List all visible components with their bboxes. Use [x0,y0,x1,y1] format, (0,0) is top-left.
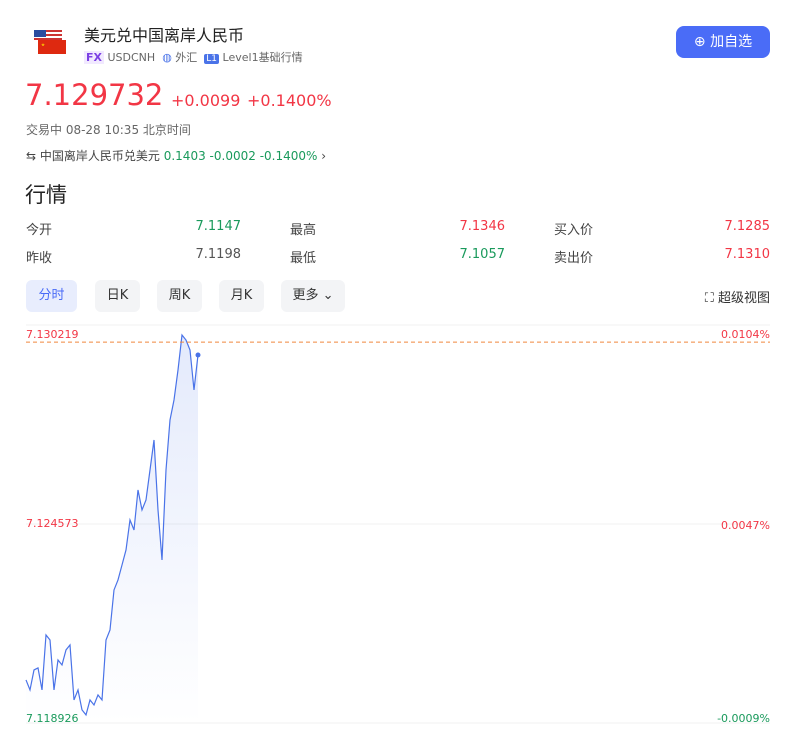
code: USDCNH [107,51,156,64]
stat-value: 7.1198 [195,247,242,262]
market: 外汇 [175,51,198,64]
title: 美元兑中国离岸人民币 [84,26,245,45]
super-view[interactable]: ⛶ 超级视图 [704,291,770,306]
tab[interactable]: 日K [95,280,140,312]
tab[interactable]: 更多 ⌄ [281,280,345,312]
status: 交易中 08-28 10:35 北京时间 [26,123,191,137]
y-tick-label: 7.130219 [26,328,79,341]
tab[interactable]: 周K [157,280,202,312]
stat-value: 7.1310 [724,247,771,262]
line [25,333,199,717]
inverse-name: 中国离岸人民币兑美元 [39,149,160,163]
price: 7.129732 [25,78,164,112]
stat-label: 最高 [290,223,317,238]
button-label: 加自选 [710,34,753,50]
section-title: 行情 [25,183,67,207]
stat-label: 最低 [290,251,317,266]
flag-icon [34,30,66,54]
area [26,335,198,723]
stat-label: 买入价 [554,223,594,238]
stat-value: 7.1346 [459,219,506,234]
stat-label: 昨收 [26,251,53,266]
y-tick-label: 7.118926 [26,712,79,725]
y2-tick-label: -0.0009% [717,712,770,725]
change-pct: +0.1400% [247,91,332,110]
stat-value: 7.1057 [459,247,506,262]
tab[interactable]: 分时 [26,280,77,312]
y2-tick-label: 0.0104% [721,328,770,341]
badge: FX [84,51,104,64]
level-badge: L1 [204,54,220,64]
level: Level1基础行情 [222,51,303,64]
inverse-row[interactable]: ⇆ 中国离岸人民币兑美元 0.1403 -0.0002 -0.1400% › [26,149,327,163]
inverse-pct: -0.1400% [259,149,318,163]
y-tick-label: 7.124573 [26,517,79,530]
change: +0.0099 [171,91,241,110]
stat-value: 7.1147 [195,219,242,234]
tab[interactable]: 月K [219,280,264,312]
stat-value: 7.1285 [724,219,771,234]
add-watchlist-button[interactable]: ⊕ 加自选 [676,26,770,58]
super-view-label: 超级视图 [717,291,770,306]
y2-tick-label: 0.0047% [721,519,770,532]
inverse-change: -0.0002 [209,149,256,163]
stat-label: 今开 [26,223,53,238]
inverse-price: 0.1403 [163,149,206,163]
last-point [195,352,201,358]
stat-label: 卖出价 [554,251,594,266]
